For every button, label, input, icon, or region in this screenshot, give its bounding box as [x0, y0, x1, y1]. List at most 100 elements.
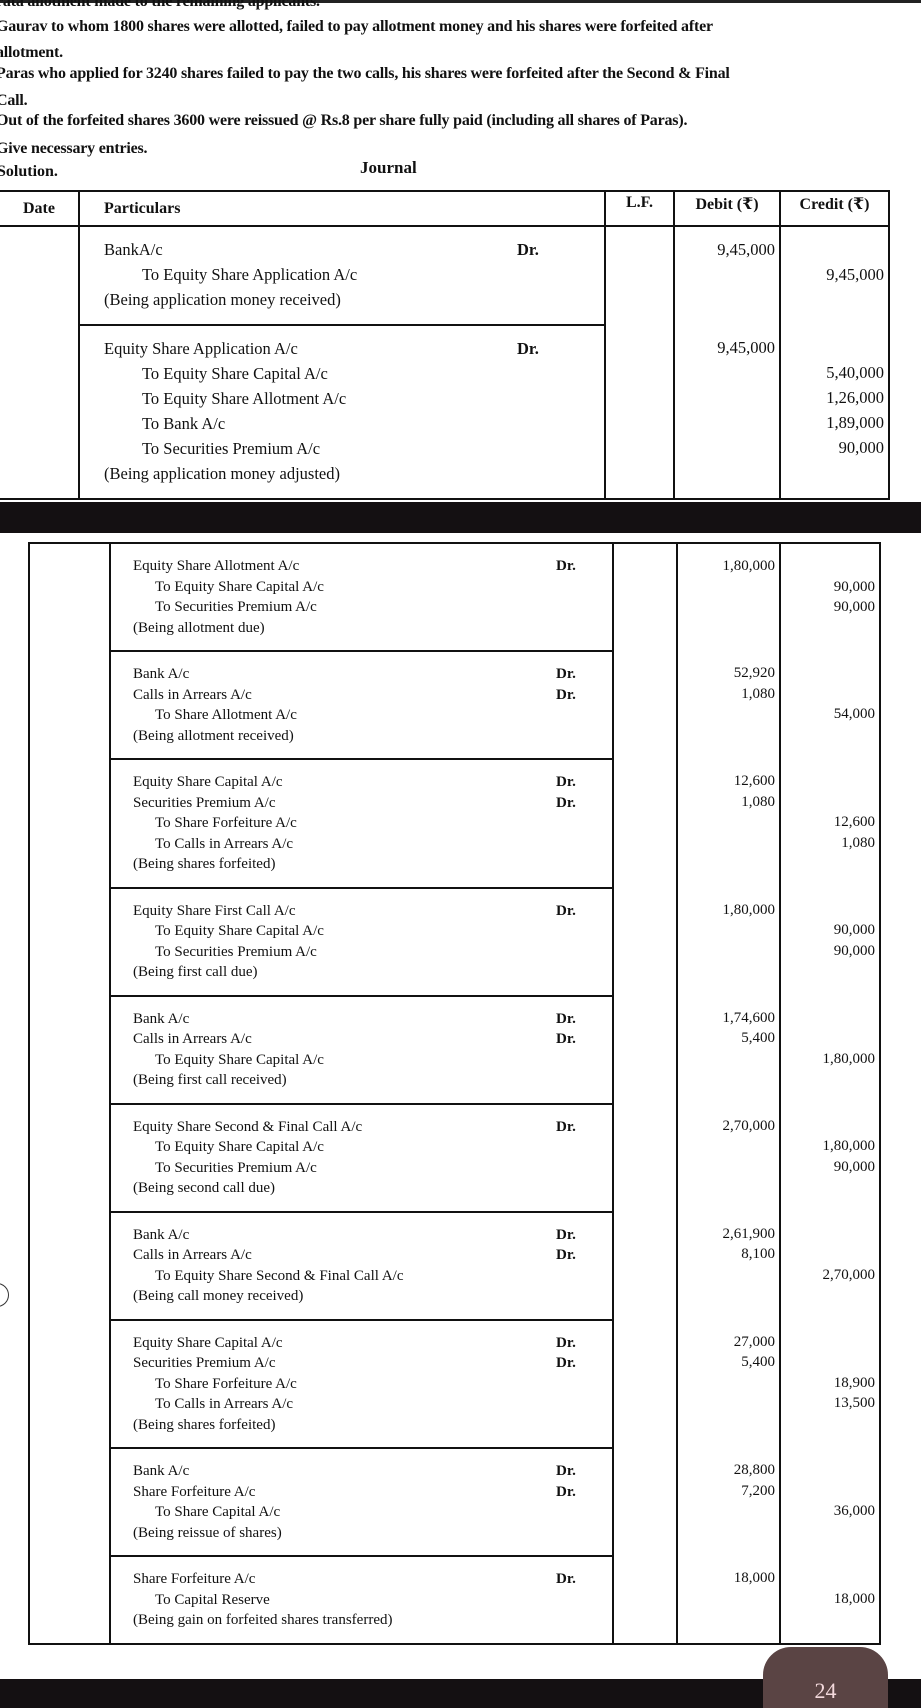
- cell-lf: [612, 543, 678, 651]
- cell-date: [28, 1556, 111, 1645]
- particulars-text: Bank A/c: [133, 1463, 190, 1479]
- cell-debit: 1,80,000: [676, 887, 781, 996]
- debit-amount: 2,61,900: [722, 1225, 776, 1242]
- particulars-text: To Share Allotment A/c: [155, 707, 297, 723]
- particulars-text: To Capital Reserve: [155, 1591, 270, 1608]
- cell-date: [28, 995, 111, 1104]
- page-number-badge[interactable]: 24: [763, 1647, 888, 1708]
- journal-entry: Share Forfeiture A/c Dr. To Capital Reserv…: [28, 1556, 881, 1645]
- credit-amount: [781, 1352, 879, 1373]
- particulars-text: Equity Share Second & Final Call A/c: [133, 1118, 363, 1135]
- credit-amount: [781, 900, 879, 921]
- journal-entry: Equity Share First Call A/c Dr. To Equity …: [28, 887, 881, 997]
- particulars-text: To Calls in Arrears A/c: [155, 1396, 294, 1412]
- cell-particulars: Share Forfeiture A/c Dr. To Capital Reserv…: [109, 1556, 614, 1645]
- cell-particulars: Equity Share Capital A/c Dr. Securities Pr…: [109, 1319, 614, 1449]
- debit-amount: [678, 618, 779, 639]
- credit-amount: [781, 1522, 879, 1543]
- journal-entry: Bank A/c Dr. Calls in Arrears A/c Dr. To Equ…: [28, 995, 881, 1105]
- credit-amount: 90,000: [838, 438, 884, 457]
- dr-label: Dr.: [556, 902, 576, 919]
- cell-particulars: Equity Share Allotment A/c Dr. To Equity S…: [109, 543, 614, 652]
- debit-amount: 28,800: [733, 1462, 775, 1478]
- debit-amount: [678, 725, 779, 746]
- particulars-text: (Being application money adjusted): [104, 464, 340, 483]
- credit-amount: [781, 1332, 879, 1353]
- cell-particulars: Bank A/c Dr. Calls in Arrears A/c Dr. To Sha…: [109, 651, 614, 760]
- cell-debit: 9,45,000: [673, 226, 781, 325]
- particulars-text: To Bank A/c: [142, 414, 226, 433]
- dr-label: Dr.: [556, 1571, 576, 1587]
- credit-amount: [781, 1285, 879, 1306]
- particulars-text: (Being first call due): [133, 964, 258, 980]
- cell-lf: [604, 325, 675, 500]
- journal-entry: Equity Share Allotment A/c Dr. To Equity S…: [28, 543, 881, 652]
- cell-credit: 1,80,000: [779, 995, 881, 1104]
- cell-debit: 1,80,000: [676, 543, 781, 651]
- debit-amount: [675, 435, 779, 460]
- cell-date: [28, 651, 111, 759]
- particulars-text: Bank A/c: [133, 666, 190, 682]
- particulars-text: To Equity Share Capital A/c: [142, 364, 328, 383]
- particulars-text: Equity Share Allotment A/c: [133, 558, 300, 574]
- cell-debit: 1,74,600 5,400: [676, 995, 781, 1104]
- debit-amount: [675, 410, 779, 435]
- debit-amount: 1,80,000: [722, 558, 776, 574]
- particulars-text: Securities Premium A/c: [133, 794, 276, 811]
- debit-amount: 1,74,600: [722, 1009, 776, 1026]
- particulars-text: To Share Forfeiture A/c: [155, 815, 297, 831]
- page-gap: [0, 502, 921, 533]
- intro-line: Give necessary entries.: [0, 140, 148, 157]
- particulars-text: Equity Share Capital A/c: [133, 774, 283, 790]
- debit-amount: [678, 1069, 779, 1090]
- journal-entry: Bank A/c Dr. Calls in Arrears A/c Dr. To Equ…: [28, 1211, 881, 1321]
- cell-lf: [612, 1103, 678, 1212]
- debit-amount: [678, 920, 779, 941]
- particulars-text: (Being second call due): [133, 1180, 276, 1196]
- credit-amount: 90,000: [833, 599, 875, 615]
- intro-line: Paras who applied for 3240 shares failed…: [0, 65, 730, 82]
- cell-lf: [604, 226, 675, 325]
- credit-amount: [781, 684, 879, 705]
- debit-amount: [675, 287, 779, 312]
- particulars-text: To Securities Premium A/c: [142, 439, 321, 458]
- particulars-text: To Securities Premium A/c: [155, 943, 317, 960]
- particulars-text: Share Forfeiture A/c: [133, 1571, 256, 1587]
- particulars-text: To Equity Share Application A/c: [142, 265, 358, 284]
- dr-label: Dr.: [556, 1355, 576, 1371]
- cell-credit: 18,900 13,500: [779, 1319, 881, 1448]
- debit-amount: 2,70,000: [722, 1117, 776, 1134]
- debit-amount: [678, 1393, 779, 1414]
- credit-amount: [781, 1116, 879, 1137]
- particulars-text: Bank A/c: [133, 1010, 190, 1027]
- particulars-text: To Equity Share Allotment A/c: [142, 389, 347, 408]
- cell-date: [0, 226, 80, 325]
- debit-amount: [678, 1177, 779, 1198]
- credit-amount: 2,70,000: [822, 1266, 876, 1283]
- particulars-text: To Equity Share Capital A/c: [155, 578, 324, 595]
- cell-particulars: Bank A/c Dr. Calls in Arrears A/c Dr. To Equ…: [109, 1211, 614, 1321]
- cell-particulars: BankA/c Dr. To Equity Share Application A/…: [78, 226, 606, 326]
- cell-lf: [612, 995, 678, 1104]
- particulars-text: To Equity Share Second & Final Call A/c: [155, 1267, 404, 1284]
- credit-amount: 13,500: [833, 1395, 875, 1411]
- dr-label: Dr.: [517, 339, 539, 358]
- credit-amount: [781, 1414, 879, 1435]
- credit-amount: [781, 792, 879, 813]
- particulars-text: BankA/c: [104, 240, 163, 259]
- credit-amount: [781, 1028, 879, 1049]
- intro-line: Out of the forfeited shares 3600 were re…: [0, 112, 688, 129]
- journal-table-part-1: Date Particulars L.F. Debit (₹) Credit (…: [0, 190, 890, 500]
- debit-amount: [678, 1265, 779, 1286]
- debit-amount: [678, 1522, 779, 1543]
- credit-amount: [781, 725, 879, 746]
- debit-amount: [678, 1136, 779, 1157]
- credit-amount: [781, 663, 879, 684]
- particulars-text: (Being reissue of shares): [133, 1524, 282, 1541]
- cell-credit: 90,000 90,000: [779, 543, 881, 651]
- particulars-text: Equity Share Application A/c: [104, 339, 298, 358]
- debit-amount: [675, 262, 779, 287]
- cell-lf: [612, 1448, 678, 1556]
- debit-amount: [678, 1609, 779, 1630]
- cell-lf: [612, 1211, 678, 1320]
